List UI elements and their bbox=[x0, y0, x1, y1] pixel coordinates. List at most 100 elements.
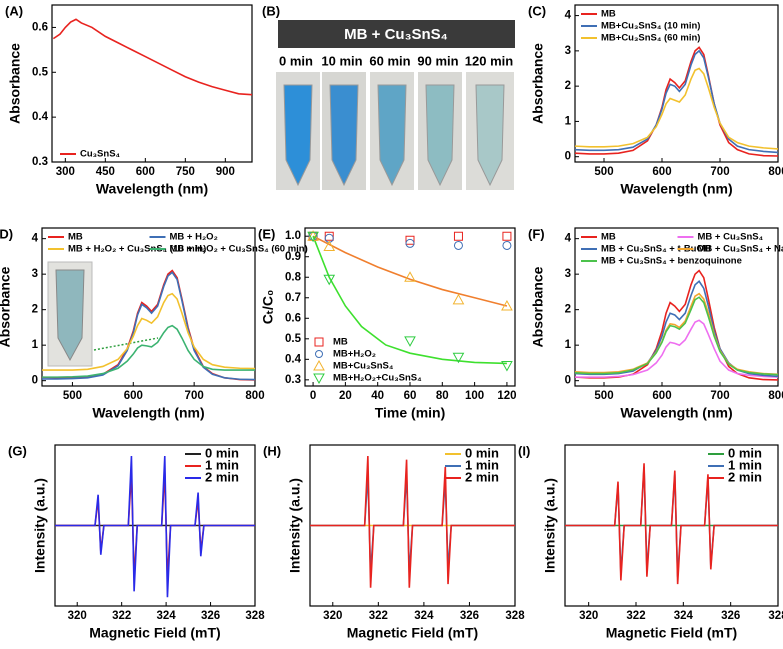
panel-label: (E) bbox=[258, 226, 275, 241]
x-tick-label: 450 bbox=[96, 166, 115, 178]
y-tick-label: 0.9 bbox=[285, 251, 301, 263]
x-tick-label: 324 bbox=[674, 610, 694, 622]
series-line bbox=[565, 463, 778, 585]
legend-label: 2 min bbox=[728, 469, 762, 484]
plot-frame bbox=[51, 4, 253, 163]
x-tick-label: 900 bbox=[216, 166, 235, 178]
y-tick-label: 1 bbox=[565, 115, 572, 127]
y-tick-label: 4 bbox=[565, 233, 572, 245]
series-line bbox=[52, 18, 252, 96]
legend-label: 1 min bbox=[728, 457, 762, 472]
caption: 120 min bbox=[465, 53, 513, 68]
marker bbox=[452, 293, 465, 305]
banner bbox=[278, 20, 515, 48]
y-tick-label: 0.4 bbox=[285, 353, 302, 365]
legend-label: MB + H₂O₂ + Cu₃SnS₄ (60 min) bbox=[170, 244, 308, 255]
series-line bbox=[55, 455, 255, 598]
x-tick-label: 328 bbox=[505, 610, 525, 622]
y-tick-label: 0 bbox=[565, 151, 571, 163]
x-tick-label: 328 bbox=[768, 610, 783, 622]
panel-label: (A) bbox=[5, 3, 23, 18]
y-axis-label: Absorbance bbox=[7, 43, 23, 124]
legend-label: 2 min bbox=[465, 469, 499, 484]
panel-label: (I) bbox=[518, 443, 530, 458]
x-tick-label: 40 bbox=[371, 390, 384, 402]
legend-marker bbox=[313, 373, 325, 385]
marker bbox=[323, 274, 336, 286]
marker bbox=[452, 352, 465, 364]
y-tick-label: 2 bbox=[32, 304, 38, 316]
x-tick-label: 80 bbox=[436, 390, 449, 402]
panel: (G) 320 322 324 326 328 Magnetic Field (mT) Int… bbox=[8, 443, 265, 640]
series-line bbox=[575, 296, 778, 376]
x-axis-label: Wavelength (nm) bbox=[92, 405, 204, 421]
x-tick-label: 500 bbox=[594, 390, 613, 402]
y-tick-label: 0 bbox=[565, 375, 571, 387]
marker bbox=[404, 336, 416, 347]
y-tick-label: 0.6 bbox=[32, 21, 48, 33]
x-tick-label: 600 bbox=[652, 390, 671, 402]
fit-line bbox=[312, 235, 508, 307]
x-tick-label: 0 bbox=[310, 390, 316, 402]
x-tick-label: 750 bbox=[176, 166, 195, 178]
tube bbox=[283, 84, 313, 187]
inset-photo bbox=[47, 261, 159, 367]
x-tick-label: 300 bbox=[56, 166, 75, 178]
plot-frame bbox=[574, 227, 779, 387]
y-tick-label: 1 bbox=[32, 339, 39, 351]
x-axis-label: Wavelength (nm) bbox=[620, 405, 732, 421]
marker bbox=[501, 299, 513, 311]
legend-label: MB bbox=[601, 9, 616, 20]
panel: (C) 500 600 700 800 0 1 2 3 4 Wavelength (nm) Absor… bbox=[528, 3, 783, 196]
y-tick-label: 0.5 bbox=[32, 66, 49, 78]
marker bbox=[405, 238, 415, 248]
x-tick-label: 700 bbox=[185, 390, 204, 402]
x-axis-label: Time (min) bbox=[375, 405, 446, 421]
y-tick-label: 3 bbox=[32, 268, 38, 280]
series-line bbox=[575, 292, 778, 376]
x-tick-label: 324 bbox=[157, 610, 177, 622]
y-axis-label: Intensity (a.u.) bbox=[542, 478, 558, 573]
x-tick-label: 324 bbox=[414, 610, 434, 622]
legend-label: MB+Cu₃SnS₄ (60 min) bbox=[601, 33, 700, 44]
x-tick-label: 600 bbox=[124, 390, 143, 402]
panel-label: (B) bbox=[262, 3, 280, 18]
caption: 60 min bbox=[369, 53, 410, 68]
x-axis-label: Magnetic Field (mT) bbox=[606, 625, 737, 641]
x-axis-label: Wavelength (nm) bbox=[620, 181, 732, 197]
marker bbox=[453, 240, 463, 250]
series-line bbox=[575, 67, 778, 150]
y-axis-label: Absorbance bbox=[530, 266, 546, 347]
x-tick-label: 500 bbox=[594, 166, 613, 178]
tube bbox=[55, 269, 85, 362]
x-tick-label: 600 bbox=[652, 166, 671, 178]
panel: (I) 320 322 324 326 328 Magnetic Field (mT) Int… bbox=[518, 443, 783, 640]
legend-label: MB+H₂O₂+Cu₃SnS₄ bbox=[333, 373, 422, 384]
legend-label: 2 min bbox=[205, 469, 239, 484]
x-tick-label: 322 bbox=[369, 610, 388, 622]
y-tick-label: 3 bbox=[565, 45, 571, 57]
x-tick-label: 320 bbox=[579, 610, 598, 622]
panel-label: (C) bbox=[528, 3, 546, 18]
x-tick-label: 120 bbox=[497, 390, 516, 402]
x-tick-label: 20 bbox=[339, 390, 352, 402]
y-tick-label: 0.4 bbox=[32, 111, 49, 123]
legend-marker bbox=[314, 337, 324, 347]
y-tick-label: 3 bbox=[565, 268, 571, 280]
y-tick-label: 0.3 bbox=[285, 374, 301, 386]
x-tick-label: 800 bbox=[768, 166, 783, 178]
y-tick-label: 2 bbox=[565, 304, 571, 316]
x-tick-label: 320 bbox=[68, 610, 87, 622]
legend-label: MB+H₂O₂ bbox=[333, 349, 376, 360]
tube bbox=[377, 84, 407, 187]
marker bbox=[502, 231, 512, 241]
panel-label: (F) bbox=[528, 226, 545, 241]
plot-frame bbox=[574, 4, 779, 163]
y-tick-label: 0.3 bbox=[32, 156, 48, 168]
x-tick-label: 322 bbox=[112, 610, 131, 622]
x-tick-label: 326 bbox=[460, 610, 479, 622]
x-tick-label: 700 bbox=[710, 390, 729, 402]
y-axis-label: Intensity (a.u.) bbox=[32, 478, 48, 573]
y-axis-label: Cₜ/C₀ bbox=[260, 290, 276, 325]
